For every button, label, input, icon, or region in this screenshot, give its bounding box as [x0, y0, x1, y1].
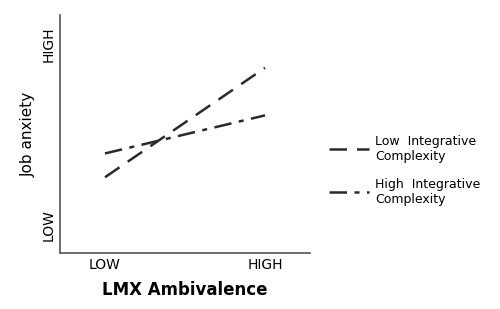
Legend: Low  Integrative
Complexity, High  Integrative
Complexity: Low Integrative Complexity, High Integra… — [329, 135, 480, 205]
X-axis label: LMX Ambivalence: LMX Ambivalence — [102, 281, 268, 298]
Y-axis label: Job anxiety: Job anxiety — [20, 92, 36, 177]
